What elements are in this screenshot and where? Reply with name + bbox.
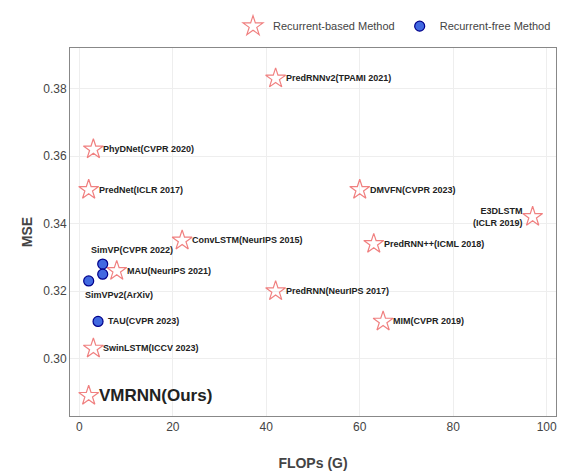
svg-text:PhyDNet(CVPR 2020): PhyDNet(CVPR 2020) — [103, 144, 194, 154]
svg-text:FLOPs (G): FLOPs (G) — [278, 455, 347, 471]
svg-text:SwinLSTM(ICCV 2023): SwinLSTM(ICCV 2023) — [103, 343, 199, 353]
svg-text:Recurrent-based Method: Recurrent-based Method — [273, 20, 395, 32]
svg-text:0.30: 0.30 — [43, 352, 67, 366]
svg-text:100: 100 — [537, 420, 557, 434]
svg-text:0: 0 — [76, 420, 83, 434]
svg-text:MAU(NeurIPS 2021): MAU(NeurIPS 2021) — [127, 266, 211, 276]
svg-text:ConvLSTM(NeurIPS 2015): ConvLSTM(NeurIPS 2015) — [192, 235, 303, 245]
svg-text:Recurrent-free Method: Recurrent-free Method — [440, 20, 551, 32]
svg-text:0.34: 0.34 — [43, 217, 67, 231]
svg-text:PredRNNv2(TPAMI 2021): PredRNNv2(TPAMI 2021) — [286, 73, 391, 83]
svg-text:40: 40 — [260, 420, 274, 434]
svg-text:80: 80 — [447, 420, 461, 434]
svg-text:60: 60 — [353, 420, 367, 434]
svg-text:SimVP(CVPR 2022): SimVP(CVPR 2022) — [91, 245, 173, 255]
svg-text:SimVPv2(ArXiv): SimVPv2(ArXiv) — [85, 290, 153, 300]
svg-text:0.36: 0.36 — [43, 149, 67, 163]
svg-text:MSE: MSE — [19, 217, 35, 247]
svg-text:MIM(CVPR 2019): MIM(CVPR 2019) — [393, 316, 464, 326]
svg-text:VMRNN(Ours): VMRNN(Ours) — [99, 386, 212, 405]
svg-text:PredRNN++(ICML 2018): PredRNN++(ICML 2018) — [384, 239, 484, 249]
svg-text:E3DLSTM(ICLR 2019): E3DLSTM(ICLR 2019) — [473, 206, 523, 228]
svg-text:20: 20 — [166, 420, 180, 434]
svg-text:0.38: 0.38 — [43, 82, 67, 96]
svg-text:PredNet(ICLR 2017): PredNet(ICLR 2017) — [99, 185, 183, 195]
svg-text:0.32: 0.32 — [43, 284, 67, 298]
svg-text:TAU(CVPR 2023): TAU(CVPR 2023) — [108, 316, 179, 326]
svg-text:PredRNN(NeurIPS 2017): PredRNN(NeurIPS 2017) — [286, 286, 389, 296]
svg-text:DMVFN(CVPR 2023): DMVFN(CVPR 2023) — [370, 185, 456, 195]
